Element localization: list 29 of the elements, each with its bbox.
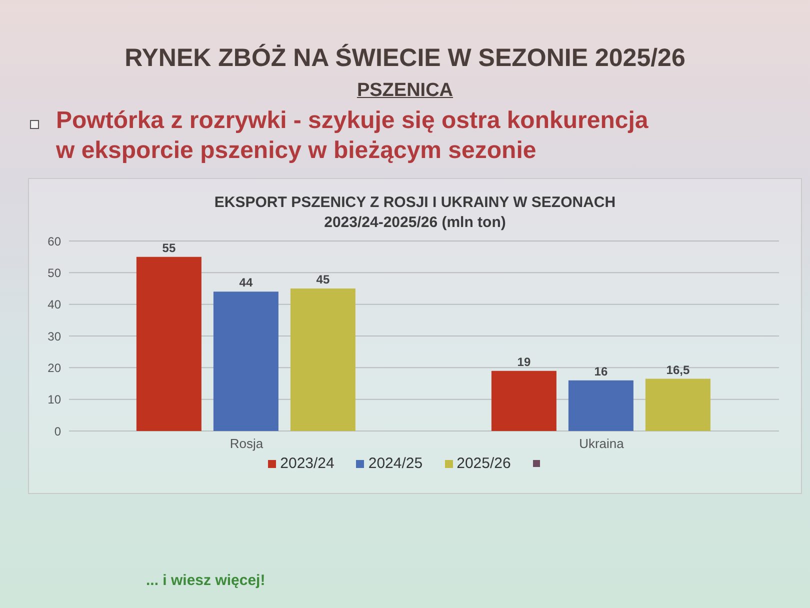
bar: [136, 256, 202, 431]
text: ... i wiesz więcej!: [146, 572, 266, 589]
y-tick-label: 20: [48, 360, 62, 375]
text: Powtórka z rozrywki - szykuje się ostra konkurencja w eksporcie pszenicy w bieżącym sezonie: [56, 107, 648, 164]
legend-label: 2024/25: [368, 455, 423, 472]
y-tick-label: 0: [54, 424, 62, 438]
y-tick-label: 40: [48, 298, 62, 312]
x-tick-label: Rosja: [230, 436, 264, 452]
text: RYNEK ZBÓŻ NA ŚWIECIE W SEZONIE 2025/26: [124, 44, 686, 72]
y-tick-label: 30: [48, 329, 62, 344]
legend-label: 2025/26: [456, 455, 511, 472]
data-label: 19: [517, 354, 531, 369]
x-tick-label: Ukraina: [579, 436, 625, 452]
text: PSZENICA: [356, 80, 454, 101]
bar: [290, 288, 356, 431]
bar: [491, 370, 556, 431]
y-tick-label: 60: [48, 234, 62, 248]
chart-title: EKSPORT PSZENICY Z ROSJI I UKRAINY W SEZONACH 2023/24-2025/26 (mln ton): [214, 194, 616, 231]
data-label: 55: [162, 240, 176, 255]
y-tick-label: 50: [48, 266, 62, 280]
bar: [213, 292, 278, 431]
data-label: 16,5: [666, 362, 690, 377]
data-label: 44: [239, 276, 253, 290]
y-tick-label: 10: [48, 392, 62, 407]
bar: [645, 378, 710, 431]
data-label: 45: [316, 272, 330, 286]
legend-label: 2023/24: [280, 455, 334, 472]
data-label: 16: [594, 364, 608, 378]
bar: [568, 380, 634, 431]
